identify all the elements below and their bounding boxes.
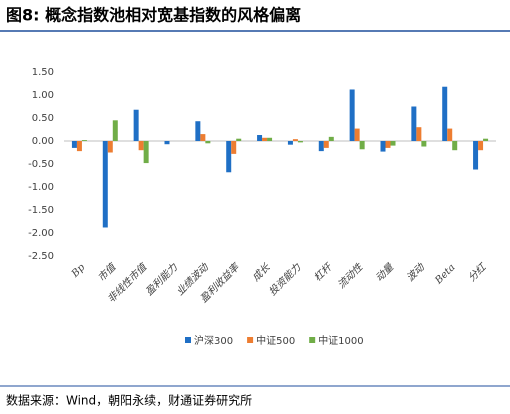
x-tick-label: 盈利能力 bbox=[143, 261, 180, 298]
legend-swatch bbox=[247, 337, 254, 343]
bar bbox=[226, 141, 232, 173]
bar bbox=[416, 127, 422, 141]
bar bbox=[164, 141, 170, 145]
bar bbox=[359, 141, 365, 150]
bar bbox=[442, 86, 448, 141]
x-tick-label: 分红 bbox=[466, 260, 490, 284]
bar bbox=[71, 141, 77, 148]
bar bbox=[452, 141, 458, 151]
y-tick-label: -2.50 bbox=[28, 251, 54, 262]
bar bbox=[143, 141, 149, 164]
bar bbox=[483, 138, 489, 141]
y-tick-label: 0.50 bbox=[32, 113, 54, 124]
x-tick-label: 流动性 bbox=[335, 261, 365, 291]
bar bbox=[107, 141, 113, 153]
bar bbox=[473, 141, 479, 170]
bar bbox=[349, 89, 355, 141]
x-tick-label: 市值 bbox=[96, 260, 120, 284]
bar bbox=[411, 106, 417, 141]
bar bbox=[292, 139, 298, 141]
bar bbox=[262, 137, 268, 141]
bar bbox=[236, 138, 242, 141]
x-tick-label: Beta bbox=[433, 262, 458, 287]
bar bbox=[200, 134, 206, 141]
bar bbox=[318, 141, 324, 152]
bar bbox=[447, 128, 453, 141]
legend-swatch bbox=[309, 337, 316, 343]
source: 数据来源：Wind，朝阳永续，财通证券研究所 bbox=[6, 393, 252, 408]
y-tick-label: 1.50 bbox=[32, 67, 54, 78]
bar bbox=[102, 141, 108, 228]
x-tick-label: 投资能力 bbox=[267, 261, 304, 298]
y-tick-label: -2.00 bbox=[28, 228, 54, 239]
bar bbox=[205, 141, 211, 144]
bar bbox=[385, 141, 391, 148]
bar bbox=[76, 141, 82, 152]
bar bbox=[81, 140, 87, 141]
y-tick-label: -0.50 bbox=[28, 159, 54, 170]
bar bbox=[267, 137, 273, 141]
x-tick-label: Bp bbox=[69, 262, 88, 281]
bar bbox=[133, 109, 139, 141]
legend-label: 中证500 bbox=[256, 334, 295, 347]
y-tick-label: 1.00 bbox=[32, 90, 54, 101]
bar bbox=[328, 136, 334, 141]
legend-label: 中证1000 bbox=[318, 334, 363, 347]
x-tick-label: 波动 bbox=[404, 261, 427, 284]
bar bbox=[112, 120, 118, 141]
y-tick-label: 0.00 bbox=[32, 136, 54, 147]
x-tick-label: 杠杆 bbox=[312, 260, 336, 284]
bar bbox=[323, 141, 329, 148]
bar bbox=[380, 141, 386, 152]
bar bbox=[287, 141, 293, 145]
bar bbox=[297, 141, 303, 143]
bar bbox=[390, 141, 396, 146]
bar bbox=[195, 121, 201, 141]
bar bbox=[354, 128, 360, 141]
bar bbox=[231, 141, 237, 154]
x-tick-label: 动量 bbox=[373, 261, 396, 284]
y-tick-label: -1.00 bbox=[28, 182, 54, 193]
bar bbox=[421, 141, 427, 147]
chart-title: 图8: 概念指数池相对宽基指数的风格偏离 bbox=[6, 6, 301, 25]
legend-swatch bbox=[185, 337, 191, 343]
bar bbox=[478, 141, 484, 151]
bar bbox=[138, 141, 144, 151]
y-tick-label: -1.50 bbox=[28, 205, 54, 216]
x-tick-label: 成长 bbox=[250, 261, 273, 284]
legend-label: 沪深300 bbox=[194, 334, 233, 347]
bar bbox=[257, 135, 263, 141]
